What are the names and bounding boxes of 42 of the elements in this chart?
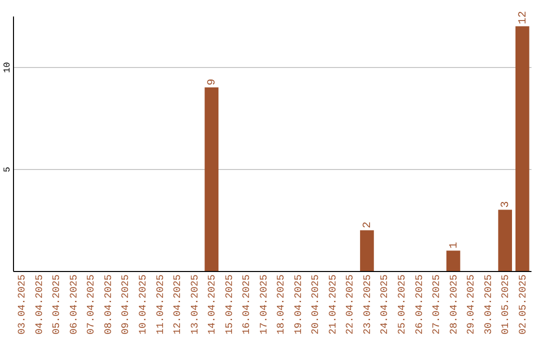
bar xyxy=(515,26,530,271)
data-label: 2 xyxy=(362,222,374,228)
x-tick-label: 18.04.2025 xyxy=(276,274,288,335)
y-tick-label: 10 xyxy=(2,62,12,73)
x-tick-label: 26.04.2025 xyxy=(414,274,426,335)
x-tick-label: 07.04.2025 xyxy=(86,274,98,335)
data-label: 12 xyxy=(517,10,530,24)
x-tick-label: 10.04.2025 xyxy=(138,274,150,335)
x-tick-label: 30.04.2025 xyxy=(484,274,495,335)
x-tick-label: 04.04.2025 xyxy=(34,274,46,335)
x-tick-label: 15.04.2025 xyxy=(224,274,236,335)
x-tick-label: 05.04.2025 xyxy=(52,274,64,335)
x-tick-label: 21.04.2025 xyxy=(328,274,340,335)
x-tick-label: 27.04.2025 xyxy=(432,274,444,335)
x-tick-label: 28.04.2025 xyxy=(449,274,460,335)
x-tick-label: 23.04.2025 xyxy=(362,274,374,335)
x-tick-label: 17.04.2025 xyxy=(259,274,270,335)
bar xyxy=(204,87,218,271)
x-tick-label: 29.04.2025 xyxy=(466,274,478,335)
x-tick-label: 20.04.2025 xyxy=(311,274,322,335)
x-tick-label: 12.04.2025 xyxy=(173,274,184,335)
y-tick-label: 5 xyxy=(2,166,12,172)
bar xyxy=(498,210,512,271)
data-label: 3 xyxy=(500,201,512,208)
x-tick-label: 24.04.2025 xyxy=(380,274,392,335)
data-label: 1 xyxy=(448,242,460,249)
x-tick-label: 09.04.2025 xyxy=(121,274,132,335)
x-tick-label: 02.05.2025 xyxy=(518,274,530,335)
x-tick-label: 11.04.2025 xyxy=(156,274,167,335)
bar xyxy=(360,230,374,271)
x-tick-label: 16.04.2025 xyxy=(242,274,254,335)
x-tick-label: 08.04.2025 xyxy=(104,274,115,335)
x-tick-label: 13.04.2025 xyxy=(190,274,202,335)
x-tick-label: 19.04.2025 xyxy=(294,274,305,335)
x-tick-label: 01.05.2025 xyxy=(501,274,512,335)
bar xyxy=(446,250,460,271)
x-tick-label: 25.04.2025 xyxy=(398,274,408,335)
x-tick-label: 14.04.2025 xyxy=(208,274,219,335)
data-label: 9 xyxy=(206,78,219,86)
x-tick-label: 03.04.2025 xyxy=(18,274,29,335)
x-tick-label: 22.04.2025 xyxy=(346,274,357,335)
x-tick-label: 06.04.2025 xyxy=(69,274,80,335)
